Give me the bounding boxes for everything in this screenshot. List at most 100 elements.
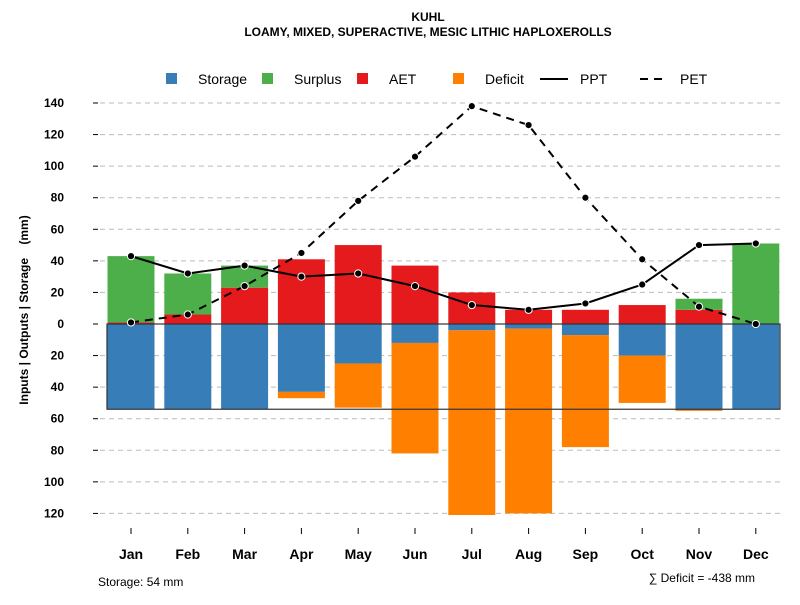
ppt-point — [694, 240, 704, 250]
y-tick-label: 60 — [51, 412, 65, 426]
ppt-point — [183, 269, 192, 278]
x-tick-label: Jan — [119, 546, 143, 562]
x-tick-label: May — [345, 546, 372, 562]
y-tick-label: 20 — [51, 285, 65, 299]
deficit-bar — [448, 330, 496, 516]
storage-capacity-frame — [106, 323, 781, 410]
aet-bar — [561, 309, 609, 324]
y-tick-label: 80 — [51, 443, 65, 457]
surplus-bar — [107, 256, 155, 323]
x-tick-label: Feb — [175, 546, 200, 562]
surplus-bar — [732, 243, 780, 324]
storage-bar — [277, 324, 325, 392]
storage-bar — [164, 324, 212, 410]
legend-label-pet: PET — [680, 71, 708, 87]
aet-bar — [334, 245, 382, 324]
ppt-point — [524, 305, 533, 314]
aet-bar — [277, 259, 325, 324]
pet-point — [126, 318, 136, 327]
storage-bar — [505, 324, 553, 329]
aet-bar — [164, 314, 212, 324]
legend-label-deficit: Deficit — [485, 71, 524, 87]
ppt-point — [354, 269, 363, 278]
pet-point — [638, 255, 647, 264]
aet-bar — [675, 309, 723, 324]
ppt-point — [751, 239, 760, 248]
aet-bar — [618, 305, 666, 324]
x-tick-label: Jul — [462, 546, 482, 562]
ppt-point — [240, 261, 249, 270]
pet-point — [751, 319, 760, 329]
storage-bar — [618, 324, 666, 356]
y-tick-label: 100 — [44, 159, 64, 173]
y-tick-label: 120 — [44, 506, 64, 520]
ppt-point — [581, 299, 590, 308]
legend-swatch-aet — [357, 73, 368, 84]
legend-swatch-deficit — [453, 73, 464, 84]
legend-label-surplus: Surplus — [294, 71, 341, 87]
y-tick-label: 120 — [44, 128, 64, 142]
x-tick-label: Aug — [515, 546, 542, 562]
storage-bar — [732, 324, 780, 410]
storage-bar — [334, 324, 382, 364]
pet-point — [467, 102, 476, 111]
legend-label-ppt: PPT — [580, 71, 608, 87]
ppt-point — [126, 252, 136, 261]
deficit-bar — [277, 391, 325, 399]
pet-point — [694, 302, 704, 311]
y-tick-label: 60 — [51, 222, 65, 236]
pet-point — [240, 282, 249, 291]
pet-point — [183, 310, 192, 319]
x-tick-label: Jun — [403, 546, 428, 562]
aet-bar — [391, 265, 439, 324]
deficit-annotation: ∑ Deficit = -438 mm — [649, 571, 755, 585]
x-tick-label: Apr — [289, 546, 314, 562]
aet-bar — [505, 309, 553, 324]
chart-subtitle: LOAMY, MIXED, SUPERACTIVE, MESIC LITHIC … — [244, 25, 611, 39]
x-tick-label: Mar — [232, 546, 257, 562]
pet-point — [581, 193, 590, 202]
legend-label-storage: Storage — [198, 71, 247, 87]
y-tick-label: 140 — [44, 96, 64, 110]
y-tick-label: 0 — [57, 317, 64, 331]
pet-point — [524, 121, 533, 130]
pet-point — [354, 196, 363, 205]
ppt-point — [467, 300, 476, 310]
x-tick-label: Sep — [573, 546, 599, 562]
deficit-bar — [334, 363, 382, 408]
storage-bar — [107, 324, 155, 410]
y-tick-label: 80 — [51, 191, 65, 205]
aet-bar — [221, 287, 269, 324]
chart-title: KUHL — [411, 10, 444, 24]
storage-bar — [391, 324, 439, 343]
y-tick-label: 40 — [51, 254, 65, 268]
surplus-bar — [164, 273, 212, 315]
ppt-point — [638, 280, 647, 289]
storage-annotation: Storage: 54 mm — [98, 575, 183, 589]
deficit-bar — [675, 409, 723, 411]
storage-bar — [561, 324, 609, 336]
ppt-line — [130, 242, 756, 311]
x-tick-label: Dec — [743, 546, 769, 562]
storage-bar — [675, 324, 723, 410]
deficit-bar — [391, 342, 439, 454]
surplus-bar — [221, 265, 269, 288]
storage-bar — [448, 324, 496, 331]
y-tick-label: 100 — [44, 475, 64, 489]
legend-label-aet: AET — [389, 71, 417, 87]
y-axis-label: Inputs | Outputs | Storage (mm) — [17, 215, 31, 404]
storage-bar — [221, 324, 269, 410]
x-tick-label: Oct — [631, 546, 655, 562]
deficit-bar — [505, 328, 553, 514]
x-tick-label: Nov — [686, 546, 713, 562]
ppt-point — [297, 272, 306, 281]
pet-point — [410, 152, 420, 161]
legend-swatch-storage — [166, 73, 177, 84]
y-tick-label: 40 — [51, 380, 65, 394]
y-tick-label: 20 — [51, 349, 65, 363]
legend-swatch-surplus — [262, 73, 273, 84]
deficit-bar — [618, 355, 666, 403]
pet-point — [297, 248, 306, 258]
ppt-point — [410, 282, 420, 291]
